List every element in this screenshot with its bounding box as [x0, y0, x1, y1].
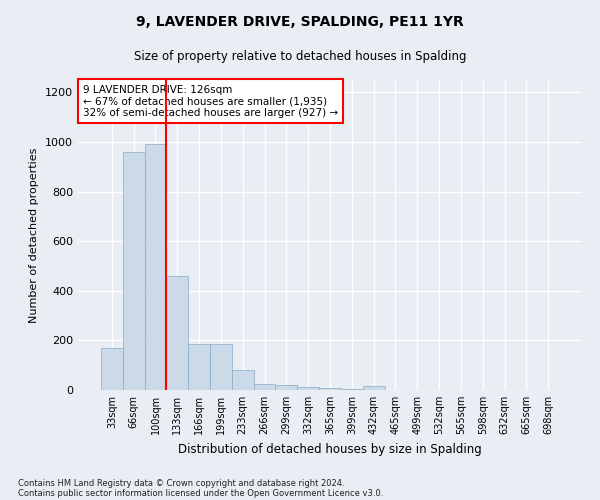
X-axis label: Distribution of detached houses by size in Spalding: Distribution of detached houses by size …: [178, 442, 482, 456]
Bar: [363, 386, 385, 390]
Bar: [232, 370, 254, 390]
Y-axis label: Number of detached properties: Number of detached properties: [29, 148, 40, 322]
Bar: [341, 389, 363, 390]
Bar: [297, 387, 319, 390]
Text: 9, LAVENDER DRIVE, SPALDING, PE11 1YR: 9, LAVENDER DRIVE, SPALDING, PE11 1YR: [136, 15, 464, 29]
Bar: [145, 144, 166, 390]
Bar: [319, 388, 341, 390]
Bar: [166, 276, 188, 390]
Bar: [101, 348, 123, 390]
Bar: [210, 344, 232, 390]
Text: Contains HM Land Registry data © Crown copyright and database right 2024.: Contains HM Land Registry data © Crown c…: [18, 478, 344, 488]
Text: Size of property relative to detached houses in Spalding: Size of property relative to detached ho…: [134, 50, 466, 63]
Text: Contains public sector information licensed under the Open Government Licence v3: Contains public sector information licen…: [18, 488, 383, 498]
Bar: [254, 384, 275, 390]
Bar: [123, 152, 145, 390]
Bar: [275, 385, 297, 390]
Bar: [188, 344, 210, 390]
Text: 9 LAVENDER DRIVE: 126sqm
← 67% of detached houses are smaller (1,935)
32% of sem: 9 LAVENDER DRIVE: 126sqm ← 67% of detach…: [83, 84, 338, 118]
